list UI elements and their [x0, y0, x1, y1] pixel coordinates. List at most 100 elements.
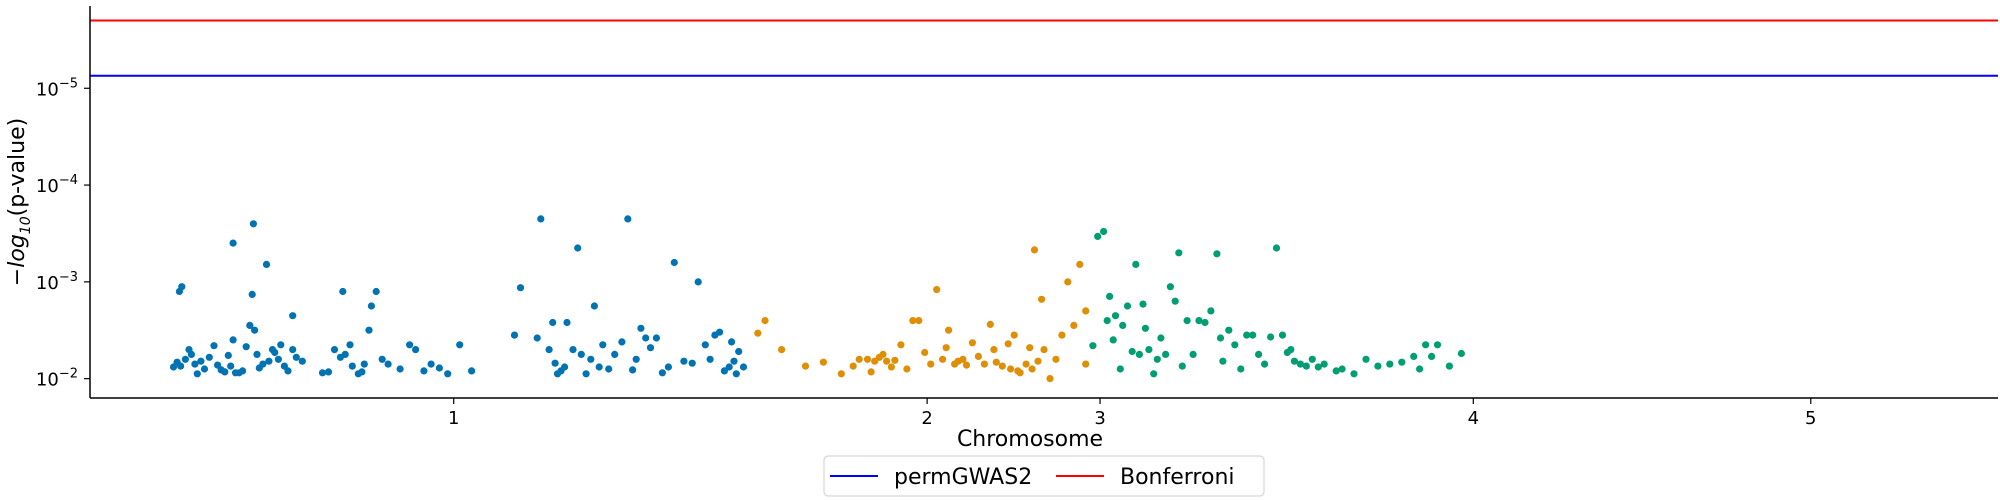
data-point	[227, 362, 235, 370]
data-point	[1433, 341, 1442, 349]
data-point	[933, 286, 941, 294]
y-ticks: 10−5 10−4 10−3 10−2	[36, 76, 90, 391]
data-point	[1038, 295, 1046, 303]
data-point	[365, 326, 373, 334]
data-point	[545, 346, 553, 354]
data-point	[1089, 342, 1097, 350]
data-point	[1255, 350, 1263, 358]
data-point	[242, 343, 250, 351]
data-point	[1162, 350, 1170, 358]
data-point	[725, 363, 733, 371]
data-point	[909, 317, 917, 325]
data-point	[205, 353, 213, 361]
data-point	[1189, 350, 1197, 358]
data-point	[191, 360, 199, 368]
data-point	[1362, 355, 1370, 363]
data-point	[1111, 312, 1120, 320]
data-point	[1109, 336, 1117, 344]
data-point	[406, 341, 414, 349]
data-point	[980, 360, 989, 368]
x-tick-label: 2	[921, 408, 932, 429]
data-point	[1308, 355, 1316, 363]
data-point	[992, 358, 1000, 366]
data-point	[1139, 300, 1147, 308]
data-point	[563, 318, 571, 327]
data-point	[754, 329, 762, 337]
legend-label-bonferroni: Bonferroni	[1120, 465, 1235, 490]
data-point	[942, 344, 950, 352]
data-point	[720, 367, 729, 375]
data-point	[1028, 365, 1036, 373]
data-point	[1052, 355, 1060, 363]
data-point	[701, 341, 709, 349]
data-point	[1225, 326, 1233, 334]
data-point	[274, 355, 282, 363]
data-point	[1457, 349, 1465, 358]
data-point	[200, 365, 209, 373]
data-point	[569, 346, 577, 354]
x-tick-label: 3	[1094, 408, 1105, 429]
data-point	[1416, 365, 1424, 373]
data-point	[605, 365, 613, 373]
data-point	[197, 357, 205, 365]
data-point	[249, 220, 257, 228]
y-tick-label: 10−3	[36, 270, 78, 294]
data-point	[360, 360, 368, 368]
data-point	[1171, 297, 1179, 305]
data-point	[181, 355, 189, 363]
data-point	[1150, 370, 1158, 378]
data-point	[587, 355, 595, 363]
x-tick-label: 5	[1805, 408, 1816, 429]
data-points	[169, 215, 1465, 383]
data-point	[735, 347, 743, 356]
data-point	[341, 350, 349, 358]
data-point	[611, 350, 619, 358]
data-point	[706, 355, 714, 363]
data-point	[221, 368, 229, 376]
data-point	[1332, 367, 1340, 375]
data-point	[624, 215, 632, 223]
data-point	[646, 344, 655, 352]
data-point	[210, 342, 218, 350]
data-point	[1261, 360, 1269, 368]
data-point	[1183, 317, 1191, 325]
data-point	[229, 336, 237, 344]
data-point	[778, 346, 786, 354]
legend: permGWAS2 Bonferroni	[823, 455, 1265, 497]
data-point	[1132, 260, 1140, 268]
data-point	[1350, 370, 1358, 378]
data-point	[915, 317, 923, 325]
data-point	[1320, 360, 1328, 368]
data-point	[224, 351, 232, 359]
data-point	[998, 362, 1006, 370]
y-axis-title: −log10(p-value)	[5, 118, 34, 286]
data-point	[549, 318, 557, 327]
axes	[89, 6, 1998, 399]
data-point	[962, 361, 971, 369]
data-point	[1243, 331, 1251, 339]
data-point	[1314, 363, 1322, 371]
data-point	[533, 334, 541, 342]
data-point	[1398, 358, 1406, 366]
data-point	[427, 360, 435, 368]
data-point	[378, 355, 386, 363]
data-point	[974, 352, 983, 360]
data-point	[1278, 331, 1287, 339]
data-point	[1287, 346, 1295, 354]
data-point	[284, 367, 292, 375]
data-point	[883, 357, 891, 365]
data-point	[412, 346, 420, 354]
data-point	[1231, 341, 1239, 349]
data-point	[1135, 350, 1143, 358]
data-point	[1034, 357, 1042, 365]
data-point	[271, 348, 279, 357]
data-point	[1094, 232, 1102, 240]
data-point	[1374, 362, 1382, 370]
data-point	[259, 360, 267, 368]
data-point	[801, 362, 810, 370]
data-point	[927, 360, 935, 368]
data-point	[372, 287, 380, 296]
data-point	[1141, 324, 1149, 332]
data-point	[688, 359, 696, 367]
data-point	[396, 365, 404, 373]
